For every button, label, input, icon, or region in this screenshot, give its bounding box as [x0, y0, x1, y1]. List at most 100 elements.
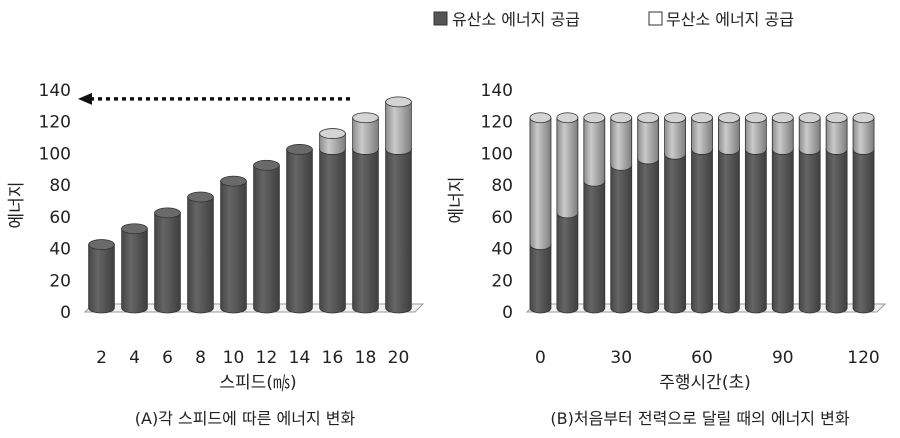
bar-aerobic	[771, 144, 794, 314]
bar-anaerobic-body	[352, 117, 379, 155]
bar-aerobic	[319, 144, 346, 314]
bar-aerobic	[529, 239, 552, 314]
chart-a: 에너지 스피드(㎧) (A)각 스피드에 따른 에너지 변화 0 20 40 60 80…	[7, 81, 425, 428]
bar-aerobic	[583, 175, 606, 314]
bar-aerobic-body	[253, 164, 280, 314]
bar-aerobic-top	[88, 239, 115, 250]
bar-aerobic-top	[286, 144, 313, 155]
bar-aerobic-top	[187, 191, 214, 203]
bar-aerobic	[610, 159, 633, 314]
chart-b-xtick: 30	[610, 348, 632, 368]
legend-label-anaerobic: 무산소 에너지 공급	[666, 10, 794, 29]
bar-anaerobic-top	[718, 112, 740, 124]
chart-b-ytick: 100	[481, 144, 513, 164]
bar-aerobic	[718, 144, 740, 314]
bar-aerobic	[187, 191, 214, 314]
chart-b-ytick: 40	[491, 240, 513, 260]
bar-anaerobic	[744, 112, 767, 155]
bar-aerobic-body	[718, 149, 740, 314]
bar-aerobic	[798, 144, 821, 314]
legend-swatch-anaerobic	[648, 11, 663, 26]
chart-a-xtick: 18	[355, 348, 377, 368]
bar-anaerobic-body	[771, 117, 794, 155]
bar-aerobic-body	[529, 244, 552, 314]
bar-aerobic-top	[154, 207, 181, 219]
chart-a-xtick: 6	[162, 348, 173, 368]
bar-anaerobic	[610, 112, 633, 171]
bar-aerobic-body	[825, 149, 848, 314]
bar-anaerobic-body	[718, 117, 740, 155]
bar-aerobic-body	[691, 149, 713, 314]
chart-a-caption: (A)각 스피드에 따른 에너지 변화	[135, 409, 356, 428]
chart-b-xlabel: 주행시간(초)	[659, 373, 750, 393]
bar-aerobic-body	[852, 149, 875, 314]
chart-b-xtick: 120	[847, 348, 879, 368]
bar-anaerobic-top	[744, 112, 767, 124]
chart-b-xtick: 0	[535, 348, 546, 368]
bar-anaerobic-top	[825, 112, 848, 124]
bar-anaerobic-body	[319, 133, 346, 155]
bar-anaerobic-top	[556, 112, 579, 124]
chart-b-ytick: 140	[481, 81, 513, 101]
bar-anaerobic-body	[825, 117, 848, 155]
bar-anaerobic-body	[385, 101, 412, 155]
chart-b-ytick: 0	[502, 303, 513, 323]
bar-anaerobic-body	[583, 117, 606, 187]
bar-anaerobic	[319, 128, 346, 155]
chart-a-ytick: 100	[39, 144, 71, 164]
bar-aerobic-body	[771, 149, 794, 314]
bar-anaerobic-body	[664, 117, 686, 160]
chart-a-xtick: 20	[388, 348, 410, 368]
chart-b-ylabel: 에너지	[447, 177, 467, 224]
chart-a-ytick: 80	[49, 176, 71, 196]
chart-b-caption: (B)처음부터 전력으로 달릴 때의 에너지 변화	[550, 409, 849, 428]
bar-anaerobic	[637, 112, 660, 165]
chart-a-ytick: 140	[39, 81, 71, 101]
chart-a-xtick: 8	[195, 348, 206, 368]
bar-aerobic	[253, 159, 280, 314]
bar-aerobic	[664, 148, 686, 314]
chart-a-xtick: 14	[289, 348, 311, 368]
bar-anaerobic	[798, 112, 821, 155]
bar-aerobic-top	[253, 159, 280, 171]
chart-a-ytick: 20	[49, 271, 71, 291]
bar-anaerobic-body	[556, 117, 579, 219]
bar-aerobic-top	[220, 175, 247, 187]
bar-anaerobic-body	[691, 117, 713, 155]
bar-anaerobic-top	[610, 112, 633, 124]
bar-anaerobic-body	[529, 117, 552, 250]
bar-anaerobic	[825, 112, 848, 155]
bar-aerobic-body	[798, 149, 821, 314]
bar-anaerobic-top	[771, 112, 794, 124]
chart-a-xtick: 10	[223, 348, 245, 368]
chart-a-xtick: 4	[129, 348, 140, 368]
bar-aerobic-body	[154, 212, 181, 314]
chart-b-xtick: 90	[772, 348, 794, 368]
bar-aerobic	[637, 153, 660, 314]
bar-aerobic-body	[610, 164, 633, 314]
bar-anaerobic-top	[583, 112, 606, 124]
chart-a-ytick: 0	[60, 303, 71, 323]
bar-anaerobic-top	[798, 112, 821, 124]
bar-aerobic-body	[187, 196, 214, 314]
bar-aerobic-body	[583, 180, 606, 314]
bar-anaerobic-body	[852, 117, 875, 155]
bar-aerobic-body	[319, 149, 346, 314]
bar-aerobic-body	[352, 149, 379, 314]
bar-aerobic	[121, 223, 148, 314]
legend-label-aerobic: 유산소 에너지 공급	[452, 10, 580, 29]
bar-anaerobic	[718, 112, 740, 155]
chart-a-ytick: 40	[49, 240, 71, 260]
bar-aerobic	[825, 144, 848, 314]
bar-aerobic	[286, 144, 313, 314]
bar-anaerobic-body	[744, 117, 767, 155]
chart-a-xtick: 16	[322, 348, 344, 368]
bar-anaerobic	[664, 112, 686, 160]
chart-b-ytick: 80	[491, 176, 513, 196]
chart-a-xtick: 12	[256, 348, 278, 368]
bar-aerobic	[744, 144, 767, 314]
bar-aerobic-body	[121, 228, 148, 314]
bar-aerobic-body	[88, 244, 115, 314]
bar-aerobic-body	[385, 149, 412, 314]
chart-a-xlabel: 스피드(㎧)	[219, 373, 296, 393]
